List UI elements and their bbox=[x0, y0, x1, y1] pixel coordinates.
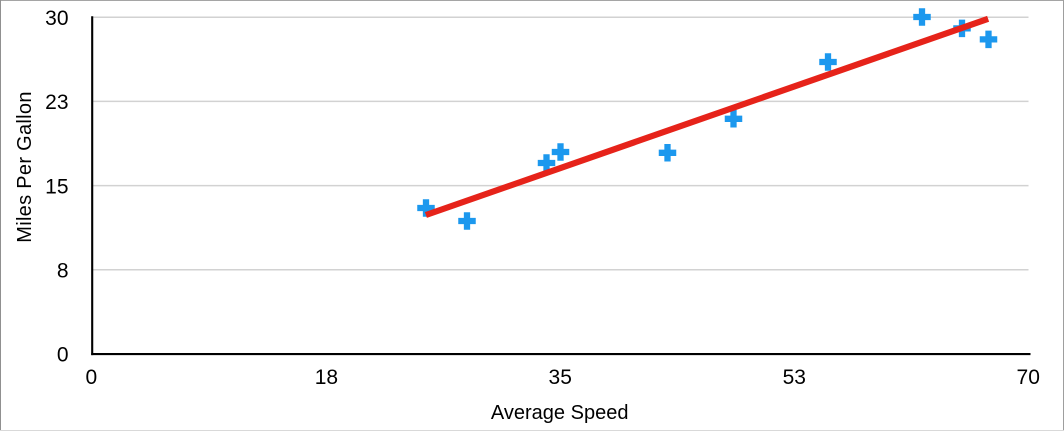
svg-text:0: 0 bbox=[57, 344, 69, 367]
svg-text:15: 15 bbox=[45, 175, 68, 198]
svg-text:8: 8 bbox=[57, 260, 69, 283]
svg-text:18: 18 bbox=[315, 366, 338, 389]
svg-text:Miles Per Gallon: Miles Per Gallon bbox=[14, 91, 36, 243]
svg-text:53: 53 bbox=[783, 366, 806, 389]
svg-text:70: 70 bbox=[1017, 366, 1040, 389]
svg-text:Average Speed: Average Speed bbox=[491, 402, 629, 424]
svg-text:0: 0 bbox=[85, 366, 97, 389]
svg-text:30: 30 bbox=[45, 7, 68, 30]
svg-text:35: 35 bbox=[549, 366, 572, 389]
svg-text:23: 23 bbox=[45, 91, 68, 114]
